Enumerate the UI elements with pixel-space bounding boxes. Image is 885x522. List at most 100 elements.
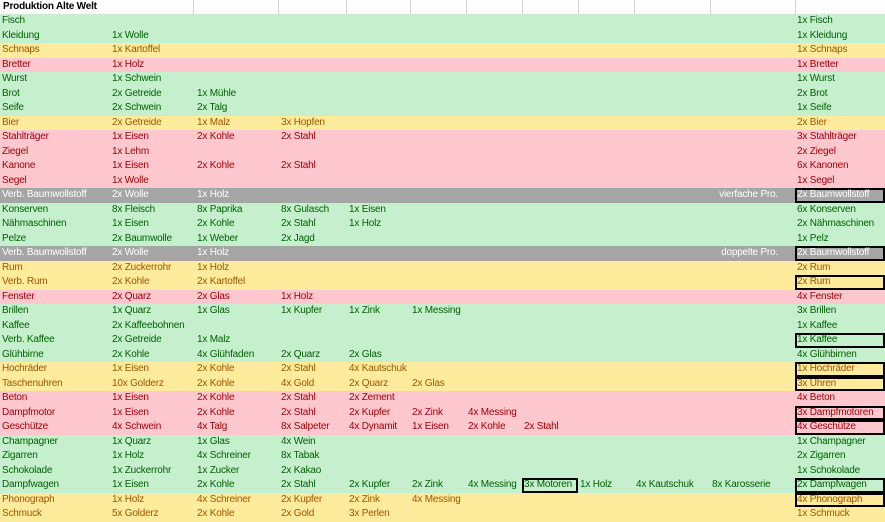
input-cell[interactable]: 2x Kohle <box>197 218 235 229</box>
product-name-cell[interactable]: Glühbirne <box>2 348 44 360</box>
output-cell[interactable]: 1x Kaffee <box>797 319 838 331</box>
product-name-cell[interactable]: Konserven <box>2 203 49 215</box>
output-cell[interactable]: 3x Uhren <box>795 376 885 391</box>
output-cell[interactable]: 1x Schmuck <box>797 508 850 519</box>
input-cell[interactable]: 2x Zuckerrohr <box>112 261 172 273</box>
input-cell[interactable]: 10x Golderz <box>112 377 164 389</box>
input-cell[interactable]: 2x Kohle <box>112 276 150 287</box>
product-name-cell[interactable]: Nähmaschinen <box>2 218 67 229</box>
input-cell[interactable]: 1x Wolle <box>112 174 149 186</box>
input-cell[interactable]: 1x Glas <box>197 305 230 316</box>
input-cell[interactable]: 8x Tabak <box>281 450 320 461</box>
input-cell[interactable]: 4x Dynamit <box>349 421 398 432</box>
product-name-cell[interactable]: Ziegel <box>2 145 29 157</box>
input-cell[interactable]: 2x Getreide <box>112 116 162 128</box>
input-cell[interactable]: 2x Gold <box>281 508 315 519</box>
output-cell[interactable]: 1x Schnaps <box>797 44 848 55</box>
input-cell[interactable]: 1x Holz <box>580 479 612 490</box>
product-name-cell[interactable]: Schnaps <box>2 44 40 55</box>
input-cell[interactable]: 1x Eisen <box>349 203 386 215</box>
input-cell[interactable]: 2x Stahl <box>281 406 316 418</box>
output-cell[interactable]: 6x Kanonen <box>797 160 849 171</box>
output-cell[interactable]: 1x Bretter <box>797 58 839 70</box>
product-name-cell[interactable]: Taschenuhren <box>2 377 63 389</box>
product-name-cell[interactable]: Hochräder <box>2 363 47 374</box>
input-cell[interactable]: 2x Talg <box>197 102 228 113</box>
input-cell[interactable]: 1x Quarz <box>112 435 151 447</box>
product-name-cell[interactable]: Bier <box>2 116 19 128</box>
input-cell[interactable]: 2x Stahl <box>281 131 316 142</box>
input-cell[interactable]: 4x Gold <box>281 377 315 389</box>
output-cell[interactable]: 4x Glühbirnen <box>797 348 857 360</box>
output-cell[interactable]: 2x Rum <box>795 275 885 290</box>
input-cell[interactable]: 1x Holz <box>112 450 144 461</box>
output-cell[interactable]: 1x Hochräder <box>795 362 885 377</box>
input-cell[interactable]: 2x Kohle <box>468 421 506 432</box>
input-cell[interactable]: 1x Eisen <box>112 160 149 171</box>
input-cell[interactable]: 2x Quarz <box>281 348 320 360</box>
input-cell[interactable]: 2x Stahl <box>281 392 316 403</box>
product-name-cell[interactable]: Schokolade <box>2 464 53 476</box>
input-cell[interactable]: 8x Karosserie <box>712 479 771 490</box>
output-cell[interactable]: 3x Brillen <box>797 305 837 316</box>
input-cell[interactable]: 2x Schwein <box>112 102 162 113</box>
output-cell[interactable]: 3x Dampfmotoren <box>795 405 885 420</box>
input-cell[interactable]: 1x Schwein <box>112 73 162 84</box>
input-cell[interactable]: 1x Malz <box>197 116 231 128</box>
output-cell[interactable]: 2x Ziegel <box>797 145 836 157</box>
input-cell[interactable]: 2x Kohle <box>197 160 235 171</box>
input-cell[interactable]: 2x Wolle <box>112 189 149 200</box>
input-cell[interactable]: 1x Holz <box>197 261 229 273</box>
input-cell[interactable]: 2x Glas <box>412 377 445 389</box>
product-name-cell[interactable]: Verb. Rum <box>2 276 48 287</box>
input-cell[interactable]: 2x Kupfer <box>349 479 391 490</box>
input-cell[interactable]: 1x Messing <box>412 305 461 316</box>
output-cell[interactable]: 2x Bier <box>797 116 827 128</box>
input-cell[interactable]: 1x Eisen <box>412 421 449 432</box>
input-cell[interactable]: 2x Kohle <box>197 406 235 418</box>
input-cell[interactable]: 2x Stahl <box>281 479 316 490</box>
output-cell[interactable]: 1x Segel <box>797 174 835 186</box>
input-cell[interactable]: 2x Getreide <box>112 87 162 99</box>
output-cell[interactable]: 2x Zigarren <box>797 450 846 461</box>
output-cell[interactable]: 2x Dampfwagen <box>795 478 885 493</box>
product-name-cell[interactable]: Dampfwagen <box>2 479 59 490</box>
input-cell[interactable]: 2x Kohle <box>197 479 235 490</box>
input-cell[interactable]: 2x Getreide <box>112 334 162 345</box>
input-cell[interactable]: 8x Salpeter <box>281 421 330 432</box>
input-cell[interactable]: 1x Holz <box>349 218 381 229</box>
input-cell[interactable]: 2x Glas <box>197 290 230 302</box>
input-cell[interactable]: 4x Talg <box>197 421 228 432</box>
output-cell[interactable]: 4x Beton <box>797 392 835 403</box>
output-cell[interactable]: 4x Geschütze <box>795 420 885 435</box>
output-cell[interactable]: 2x Brot <box>797 87 828 99</box>
input-cell[interactable]: 1x Mühle <box>197 87 236 99</box>
input-cell[interactable]: 2x Kohle <box>197 363 235 374</box>
product-name-cell[interactable]: Pelze <box>2 232 27 244</box>
output-cell[interactable]: 4x Fenster <box>797 290 843 302</box>
output-cell[interactable]: 2x Rum <box>797 261 831 273</box>
input-cell[interactable]: 2x Kupfer <box>349 406 391 418</box>
input-cell[interactable]: 3x Motoren <box>522 478 578 493</box>
input-cell[interactable]: 2x Zink <box>412 479 443 490</box>
input-cell[interactable]: 2x Quarz <box>112 290 151 302</box>
output-cell[interactable]: 1x Kleidung <box>797 29 848 41</box>
input-cell[interactable]: 2x Stahl <box>524 421 559 432</box>
product-name-cell[interactable]: Stahlträger <box>2 131 49 142</box>
input-cell[interactable]: 2x Baumwolle <box>112 232 172 244</box>
input-cell[interactable]: 4x Messing <box>468 406 517 418</box>
input-cell[interactable]: 8x Paprika <box>197 203 243 215</box>
input-cell[interactable]: 1x Holz <box>112 493 144 505</box>
output-cell[interactable]: 1x Fisch <box>797 15 833 26</box>
product-name-cell[interactable]: Kleidung <box>2 29 40 41</box>
input-cell[interactable]: 1x Holz <box>281 290 313 302</box>
input-cell[interactable]: 1x Eisen <box>112 131 149 142</box>
input-cell[interactable]: 1x Holz <box>197 247 229 258</box>
product-name-cell[interactable]: Kaffee <box>2 319 30 331</box>
input-cell[interactable]: 2x Wolle <box>112 247 149 258</box>
input-cell[interactable]: 1x Eisen <box>112 406 149 418</box>
output-cell[interactable]: 1x Seife <box>797 102 832 113</box>
output-cell[interactable]: 2x Baumwollstoff <box>795 246 885 261</box>
input-cell[interactable]: 3x Hopfen <box>281 116 325 128</box>
input-cell[interactable]: 3x Perlen <box>349 508 390 519</box>
